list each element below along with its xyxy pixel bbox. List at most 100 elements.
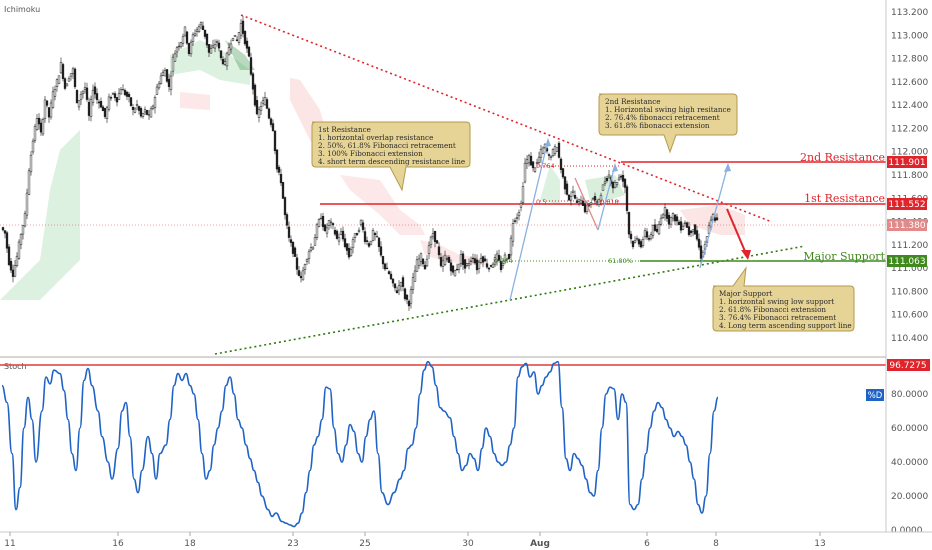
candle <box>713 217 717 221</box>
candle <box>621 175 625 182</box>
candle <box>109 97 113 99</box>
candle <box>523 162 527 183</box>
candle <box>311 246 315 250</box>
major-support-label: Major Support <box>803 250 885 263</box>
candle <box>329 221 333 224</box>
candle <box>131 107 135 110</box>
candle <box>451 265 455 273</box>
candle <box>391 278 395 284</box>
price-axis[interactable] <box>886 0 932 358</box>
candle <box>663 207 667 216</box>
candle <box>525 159 529 164</box>
candle <box>89 99 93 117</box>
candle <box>489 265 493 267</box>
candle <box>413 270 417 282</box>
candle <box>317 219 321 227</box>
badge-text: 111.552 <box>888 200 925 210</box>
ichimoku-label[interactable]: Ichimoku <box>4 5 40 14</box>
candle <box>75 89 79 104</box>
candle <box>219 50 223 59</box>
candle <box>13 265 17 277</box>
candle <box>17 241 21 259</box>
candle <box>65 83 69 87</box>
candle <box>531 161 535 169</box>
candle <box>143 109 147 113</box>
candle <box>387 271 391 274</box>
note-box <box>598 93 738 154</box>
candle <box>33 126 37 141</box>
candle <box>251 73 255 90</box>
candle <box>573 194 577 199</box>
candle <box>435 240 439 244</box>
candle <box>565 183 569 195</box>
stoch-label[interactable]: Stoch <box>4 362 27 371</box>
candle <box>267 108 271 119</box>
candle <box>161 71 165 76</box>
candle <box>201 25 205 30</box>
candle <box>539 148 543 158</box>
candle <box>407 300 411 307</box>
candle <box>21 225 25 235</box>
price-tick-label: 110.600 <box>891 311 928 321</box>
candle <box>401 277 405 287</box>
candle <box>623 178 627 188</box>
candle <box>465 263 469 267</box>
candle <box>671 213 675 219</box>
candle <box>403 288 407 300</box>
candle <box>83 87 87 90</box>
candle <box>279 173 283 184</box>
candle <box>517 211 521 217</box>
date-tick-label: Aug <box>530 539 550 549</box>
candle <box>461 253 465 265</box>
candle <box>313 237 317 246</box>
candle <box>323 224 327 232</box>
note-line: 1. horizontal overlap resistance <box>318 133 433 142</box>
candle <box>227 47 231 56</box>
candle <box>463 259 467 269</box>
candle <box>641 239 645 247</box>
candle <box>103 108 107 117</box>
candle <box>383 263 387 270</box>
candle <box>69 73 73 77</box>
candle <box>475 259 479 271</box>
note-major-support[interactable]: Major Support 1. horizontal swing low su… <box>712 266 855 332</box>
date-tick-label: 18 <box>184 539 196 549</box>
note-second-resistance[interactable]: 2nd Resistance 1. Horizontal swing high … <box>598 93 738 154</box>
arrow-head <box>612 163 618 172</box>
candle <box>559 158 563 170</box>
candle <box>695 230 699 240</box>
candle <box>147 114 151 116</box>
candle <box>467 263 471 266</box>
date-axis-ticks: 11 16 18 23 25 30 Aug 6 8 13 <box>4 532 826 549</box>
candle <box>683 222 687 224</box>
date-tick-label: 25 <box>359 539 370 549</box>
stoch-panel[interactable] <box>0 358 886 532</box>
candle <box>43 99 47 119</box>
note-title: 2nd Resistance <box>605 97 661 106</box>
candle <box>315 224 319 238</box>
date-axis[interactable] <box>0 532 932 550</box>
candle <box>79 93 83 100</box>
candle <box>375 235 379 238</box>
candle <box>427 245 431 254</box>
fib-label-618pct: 61.80% <box>608 257 633 265</box>
candle <box>459 254 463 264</box>
fib-label-0618: 0.618 <box>600 198 619 206</box>
note-line: 3. 61.8% fibonacci extension <box>605 121 710 130</box>
candle <box>5 232 9 249</box>
candle <box>141 113 145 117</box>
candle <box>133 108 137 113</box>
stoch-tick-label: 0.0000 <box>891 526 923 536</box>
note-line: 2. 50%, 61.8% Fibonacci retracement <box>318 141 456 150</box>
candle <box>657 224 661 235</box>
candle <box>617 177 621 181</box>
candle <box>255 100 259 115</box>
candle <box>19 233 23 245</box>
projection-line <box>597 164 616 231</box>
projection-arrows <box>509 138 751 301</box>
candle <box>283 197 287 216</box>
candle <box>223 61 227 65</box>
candle <box>625 186 629 211</box>
candle <box>159 75 163 84</box>
note-first-resistance[interactable]: 1st Resistance 1. horizontal overlap res… <box>311 121 471 192</box>
